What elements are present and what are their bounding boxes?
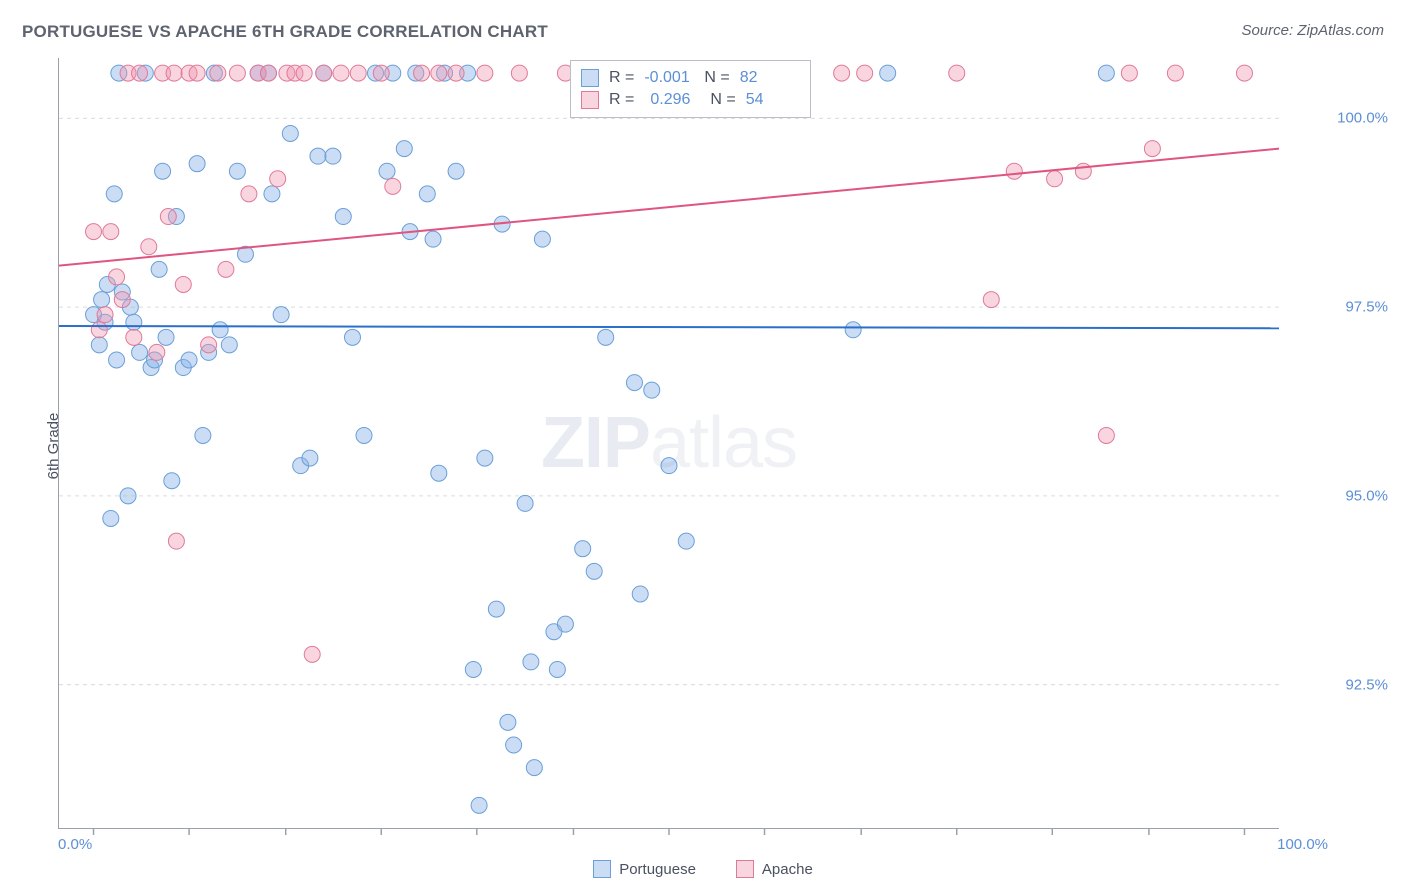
apache-swatch-icon: [581, 91, 599, 109]
stats-row-portuguese: R = -0.001 N = 82: [581, 67, 796, 89]
apache-swatch-icon: [736, 860, 754, 878]
x-max-label: 100.0%: [1277, 836, 1328, 853]
stats-row-apache: R = 0.296 N = 54: [581, 89, 796, 111]
legend-item-portuguese: Portuguese: [593, 860, 696, 878]
y-tick-label: 100.0%: [1337, 110, 1388, 127]
source-attribution: Source: ZipAtlas.com: [1241, 22, 1384, 39]
x-min-label: 0.0%: [58, 836, 92, 853]
legend-item-apache: Apache: [736, 860, 813, 878]
stats-legend-box: R = -0.001 N = 82 R = 0.296 N = 54: [570, 60, 811, 118]
scatter-svg: [59, 58, 1279, 828]
portuguese-swatch-icon: [593, 860, 611, 878]
y-tick-label: 97.5%: [1345, 299, 1388, 316]
chart-title: PORTUGUESE VS APACHE 6TH GRADE CORRELATI…: [22, 22, 548, 42]
bottom-legend: Portuguese Apache: [0, 860, 1406, 878]
y-tick-label: 95.0%: [1345, 487, 1388, 504]
plot-area: ZIPatlas: [58, 58, 1279, 829]
chart-container: PORTUGUESE VS APACHE 6TH GRADE CORRELATI…: [0, 0, 1406, 892]
portuguese-swatch-icon: [581, 69, 599, 87]
y-tick-label: 92.5%: [1345, 676, 1388, 693]
